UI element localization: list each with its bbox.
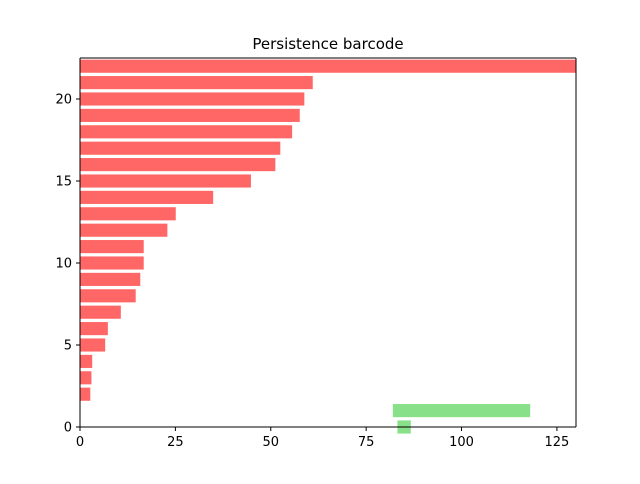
barcode-bar-series-0-3	[80, 108, 300, 122]
barcode-bar-series-0-1	[80, 76, 313, 90]
y-axis-ticks: 0 5 10 15 20	[55, 93, 80, 436]
barcode-bar-series-0-17	[80, 338, 106, 352]
x-tick-label: 0	[76, 435, 84, 450]
barcode-bar-series-1-0	[392, 404, 531, 418]
barcode-bar-series-0-7	[80, 174, 251, 188]
x-tick-label: 125	[545, 435, 570, 450]
chart-title: Persistence barcode	[252, 35, 403, 53]
barcode-bar-series-0-6	[80, 158, 276, 172]
y-tick-label: 20	[55, 93, 72, 108]
barcode-bar-series-0-5	[80, 141, 281, 155]
barcode-bar-series-0-15	[80, 305, 121, 319]
x-axis-ticks: 0 25 50 75 100 125	[76, 427, 569, 450]
barcode-bar-series-0-2	[80, 92, 305, 106]
y-tick-label: 5	[64, 339, 72, 354]
barcode-bar-series-0-8	[80, 190, 214, 204]
barcode-bar-series-0-0	[80, 59, 576, 73]
barcode-bar-series-0-9	[80, 207, 176, 221]
x-tick-label: 50	[262, 435, 279, 450]
barcode-bar-series-0-14	[80, 289, 136, 303]
bars-layer	[80, 59, 576, 434]
barcode-bar-series-0-19	[80, 371, 92, 385]
y-tick-label: 10	[55, 257, 72, 272]
x-tick-label: 100	[449, 435, 474, 450]
x-tick-label: 75	[358, 435, 375, 450]
barcode-bar-series-0-13	[80, 272, 141, 286]
y-tick-label: 15	[55, 175, 72, 190]
barcode-bar-series-0-11	[80, 240, 144, 254]
barcode-bar-series-0-10	[80, 223, 168, 237]
barcode-bar-series-0-18	[80, 354, 93, 368]
x-tick-label: 25	[167, 435, 184, 450]
barcode-bar-series-0-16	[80, 322, 108, 336]
barcode-bar-series-0-4	[80, 125, 293, 139]
barcode-bar-series-0-12	[80, 256, 144, 270]
barcode-bar-series-0-20	[80, 387, 91, 401]
y-tick-label: 0	[64, 421, 72, 436]
